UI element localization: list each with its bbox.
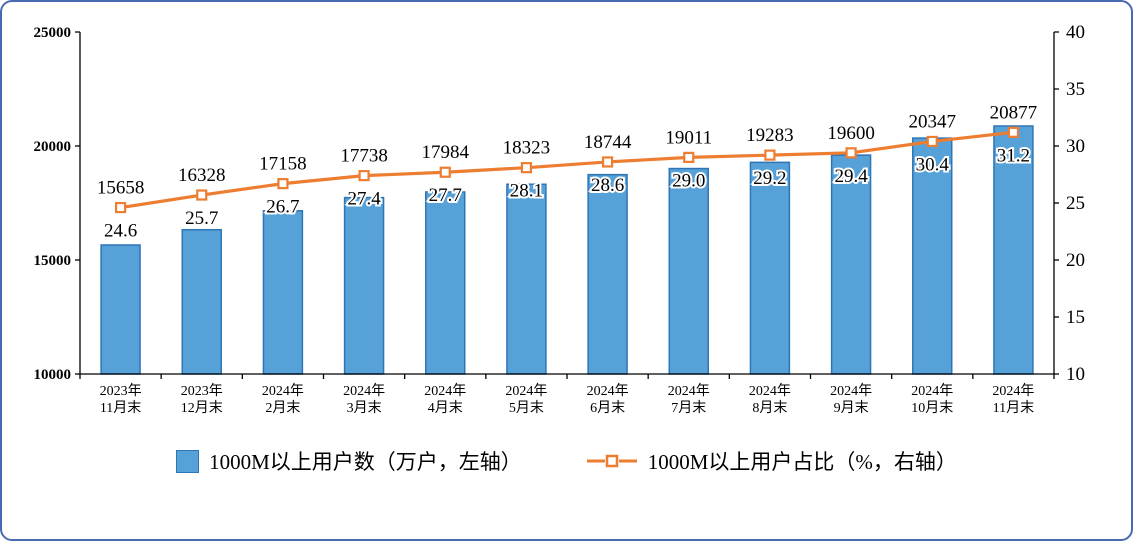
line-percent-label: 31.2 bbox=[997, 145, 1030, 166]
bar-series-swatch bbox=[176, 449, 200, 473]
left-axis-tick-label: 10000 bbox=[34, 367, 72, 383]
bar-value-label: 17984 bbox=[422, 142, 470, 163]
bar bbox=[668, 167, 709, 375]
bar-value-label: 17158 bbox=[259, 154, 307, 175]
bar-value-label: 15658 bbox=[97, 178, 145, 199]
line-marker bbox=[439, 166, 451, 178]
bar bbox=[343, 196, 385, 375]
bar bbox=[425, 191, 466, 375]
bar bbox=[100, 244, 141, 375]
x-axis-category-label: 2024年 11月末 bbox=[992, 383, 1034, 416]
x-axis-category-label: 2024年 7月末 bbox=[668, 383, 710, 416]
line-marker bbox=[845, 147, 857, 159]
x-axis-category-label: 2024年 5月末 bbox=[505, 383, 547, 416]
legend-label-line: 1000M以上用户占比（%，右轴） bbox=[647, 450, 957, 474]
line-percent-label: 24.6 bbox=[104, 221, 137, 242]
bar bbox=[181, 228, 222, 375]
bar-value-label: 19011 bbox=[665, 127, 712, 148]
bar bbox=[830, 154, 872, 375]
right-axis-tick-label: 10 bbox=[1066, 364, 1085, 385]
line-marker bbox=[926, 135, 938, 148]
bar-value-label: 20347 bbox=[909, 111, 957, 132]
line-series-swatch bbox=[586, 449, 638, 474]
line-percent-label: 28.1 bbox=[510, 181, 543, 202]
line-marker bbox=[1007, 126, 1020, 138]
chart-plot-area: 10000 15000 20000 25000 10 15 20 25 30 35 40 2023年 1… bbox=[34, 22, 1086, 416]
x-axis-category-label: 2024年 8月末 bbox=[749, 383, 791, 416]
right-axis-tick-label: 20 bbox=[1066, 250, 1085, 271]
line-marker bbox=[520, 162, 533, 174]
legend-marker-icon bbox=[605, 454, 618, 467]
right-axis-tick-label: 30 bbox=[1066, 136, 1085, 157]
x-axis-category-label: 2024年 9月末 bbox=[830, 383, 872, 416]
line-percent-label: 29.2 bbox=[753, 168, 786, 189]
line-marker bbox=[277, 178, 289, 190]
line-marker bbox=[358, 170, 370, 182]
bar-value-label: 18323 bbox=[503, 138, 551, 159]
bar bbox=[749, 161, 791, 375]
line-percent-label: 28.6 bbox=[591, 175, 624, 196]
bar bbox=[993, 125, 1034, 375]
x-axis-category-label: 2023年 11月末 bbox=[100, 383, 142, 416]
bar-value-label: 19283 bbox=[746, 125, 794, 146]
bar bbox=[912, 137, 953, 375]
left-axis-tick-label: 20000 bbox=[34, 139, 72, 155]
line-marker bbox=[114, 201, 127, 214]
line-percent-label: 29.0 bbox=[672, 170, 705, 191]
right-axis-tick-label: 25 bbox=[1066, 193, 1085, 214]
right-axis-tick-label: 15 bbox=[1066, 307, 1085, 328]
line-marker bbox=[196, 189, 208, 201]
left-axis-tick-label: 15000 bbox=[34, 253, 72, 269]
line-percent-label: 26.7 bbox=[266, 197, 299, 218]
bar-value-label: 20877 bbox=[990, 102, 1038, 123]
bar-value-label: 19600 bbox=[827, 123, 875, 144]
chart-legend: 1000M以上用户数（万户，左轴） 1000M以上用户占比（%，右轴） bbox=[2, 446, 1131, 476]
x-axis-category-label: 2024年 6月末 bbox=[587, 383, 629, 416]
line-marker bbox=[683, 151, 695, 163]
line-marker bbox=[601, 156, 614, 168]
legend-item-line: 1000M以上用户占比（%，右轴） bbox=[586, 446, 957, 476]
right-axis-tick-label: 40 bbox=[1066, 22, 1085, 43]
line-percent-label: 29.4 bbox=[834, 166, 868, 187]
left-axis-tick-label: 25000 bbox=[34, 25, 72, 41]
bar bbox=[506, 183, 547, 375]
line-percent-label: 25.7 bbox=[185, 208, 218, 229]
x-axis-category-label: 2023年 12月末 bbox=[181, 383, 223, 416]
bar-value-label: 18744 bbox=[584, 132, 632, 153]
x-axis-category-label: 2024年 3月末 bbox=[343, 383, 385, 416]
line-marker bbox=[764, 149, 776, 161]
bar bbox=[587, 173, 628, 375]
bar-value-label: 17738 bbox=[340, 146, 388, 167]
bar-value-label: 16328 bbox=[178, 165, 226, 186]
x-axis-category-label: 2024年 2月末 bbox=[262, 383, 304, 416]
legend-item-bars: 1000M以上用户数（万户，左轴） bbox=[176, 446, 522, 476]
bar bbox=[262, 210, 304, 375]
x-axis-category-label: 2024年 10月末 bbox=[911, 383, 953, 416]
line-percent-label: 27.4 bbox=[347, 189, 381, 210]
x-axis-category-label: 2024年 4月末 bbox=[424, 383, 466, 416]
legend-label-bars: 1000M以上用户数（万户，左轴） bbox=[209, 450, 522, 474]
right-axis-tick-label: 35 bbox=[1066, 79, 1085, 100]
line-series bbox=[120, 130, 1014, 210]
line-percent-label: 27.7 bbox=[429, 185, 462, 206]
line-percent-label: 30.4 bbox=[916, 154, 950, 175]
